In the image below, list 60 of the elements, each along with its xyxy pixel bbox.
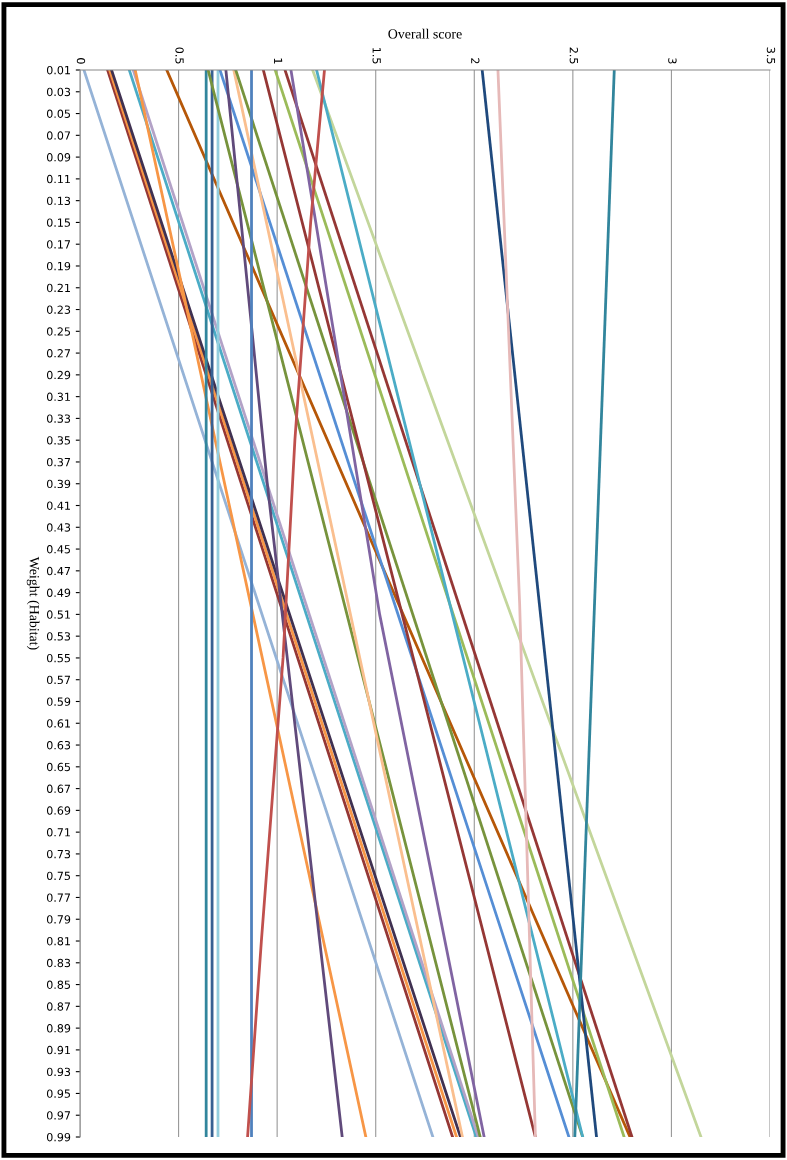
y-tick-label: 0.19 xyxy=(46,261,71,271)
y-tick-label: 0.45 xyxy=(46,545,70,554)
y-tick-label: 0.65 xyxy=(46,762,70,772)
y-tick-label: 0.05 xyxy=(46,109,70,118)
y-tick-label: 0.77 xyxy=(46,893,71,902)
y-tick-label: 0.73 xyxy=(46,849,71,859)
y-tick-label: 0.59 xyxy=(46,697,71,706)
y-tick-label: 0.89 xyxy=(46,1024,71,1033)
y-tick-label: 0.61 xyxy=(46,719,70,728)
y-tick-label: 0.17 xyxy=(46,240,71,249)
y-tick-label: 0.63 xyxy=(46,741,71,750)
y-tick-label: 0.93 xyxy=(46,1067,71,1077)
x-tick-label: 2 xyxy=(471,58,480,64)
y-tick-label: 0.33 xyxy=(46,414,71,423)
y-tick-label: 0.01 xyxy=(46,65,70,75)
x-tick-label: 0.5 xyxy=(175,47,184,64)
y-tick-label: 0.13 xyxy=(46,196,71,206)
y-tick-label: 0.37 xyxy=(46,457,71,467)
y-tick-label: 0.41 xyxy=(46,501,70,510)
y-tick-label: 0.25 xyxy=(46,327,70,336)
y-tick-label: 0.03 xyxy=(46,87,71,97)
y-tick-label: 0.85 xyxy=(46,980,70,989)
y-tick-label: 0.11 xyxy=(46,174,70,184)
y-tick-label: 0.75 xyxy=(46,871,70,881)
y-tick-label: 0.83 xyxy=(46,958,71,968)
y-tick-label: 0.81 xyxy=(46,937,70,946)
y-tick-label: 0.21 xyxy=(46,283,70,293)
y-tick-label: 0.15 xyxy=(46,218,70,227)
y-tick-label: 0.69 xyxy=(46,806,71,815)
y-tick-label: 0.97 xyxy=(46,1111,71,1120)
y-tick-label: 0.49 xyxy=(46,588,71,597)
y-axis-title: Weight (Habitat) xyxy=(26,556,40,650)
y-tick-label: 0.47 xyxy=(46,566,71,576)
x-tick-label: 2.5 xyxy=(569,47,579,64)
y-tick-label: 0.07 xyxy=(46,131,71,140)
y-tick-label: 0.09 xyxy=(46,153,71,162)
y-tick-label: 0.53 xyxy=(46,632,71,641)
y-tick-label: 0.67 xyxy=(46,784,71,793)
y-tick-label: 0.57 xyxy=(46,675,71,685)
y-tick-label: 0.35 xyxy=(46,436,70,445)
y-tick-label: 0.99 xyxy=(46,1132,71,1142)
x-tick-label: 3 xyxy=(668,58,677,64)
y-tick-label: 0.79 xyxy=(46,915,71,924)
y-tick-label: 0.51 xyxy=(46,610,70,619)
y-tick-label: 0.27 xyxy=(46,349,71,358)
x-axis-title: Overall score xyxy=(388,28,462,39)
x-tick-label: 3.5 xyxy=(766,47,776,64)
y-tick-label: 0.95 xyxy=(46,1089,70,1098)
y-tick-label: 0.23 xyxy=(46,305,71,314)
x-tick-label: 1.5 xyxy=(372,47,381,64)
y-tick-label: 0.29 xyxy=(46,370,71,380)
y-tick-label: 0.55 xyxy=(46,653,70,663)
y-tick-label: 0.39 xyxy=(46,479,71,489)
y-tick-label: 0.43 xyxy=(46,523,71,532)
x-tick-label: 0 xyxy=(76,58,86,64)
x-tick-label: 1 xyxy=(274,58,283,64)
y-tick-label: 0.31 xyxy=(46,392,70,402)
y-tick-label: 0.87 xyxy=(46,1002,71,1011)
y-tick-label: 0.91 xyxy=(46,1045,70,1055)
y-tick-label: 0.71 xyxy=(46,828,70,837)
